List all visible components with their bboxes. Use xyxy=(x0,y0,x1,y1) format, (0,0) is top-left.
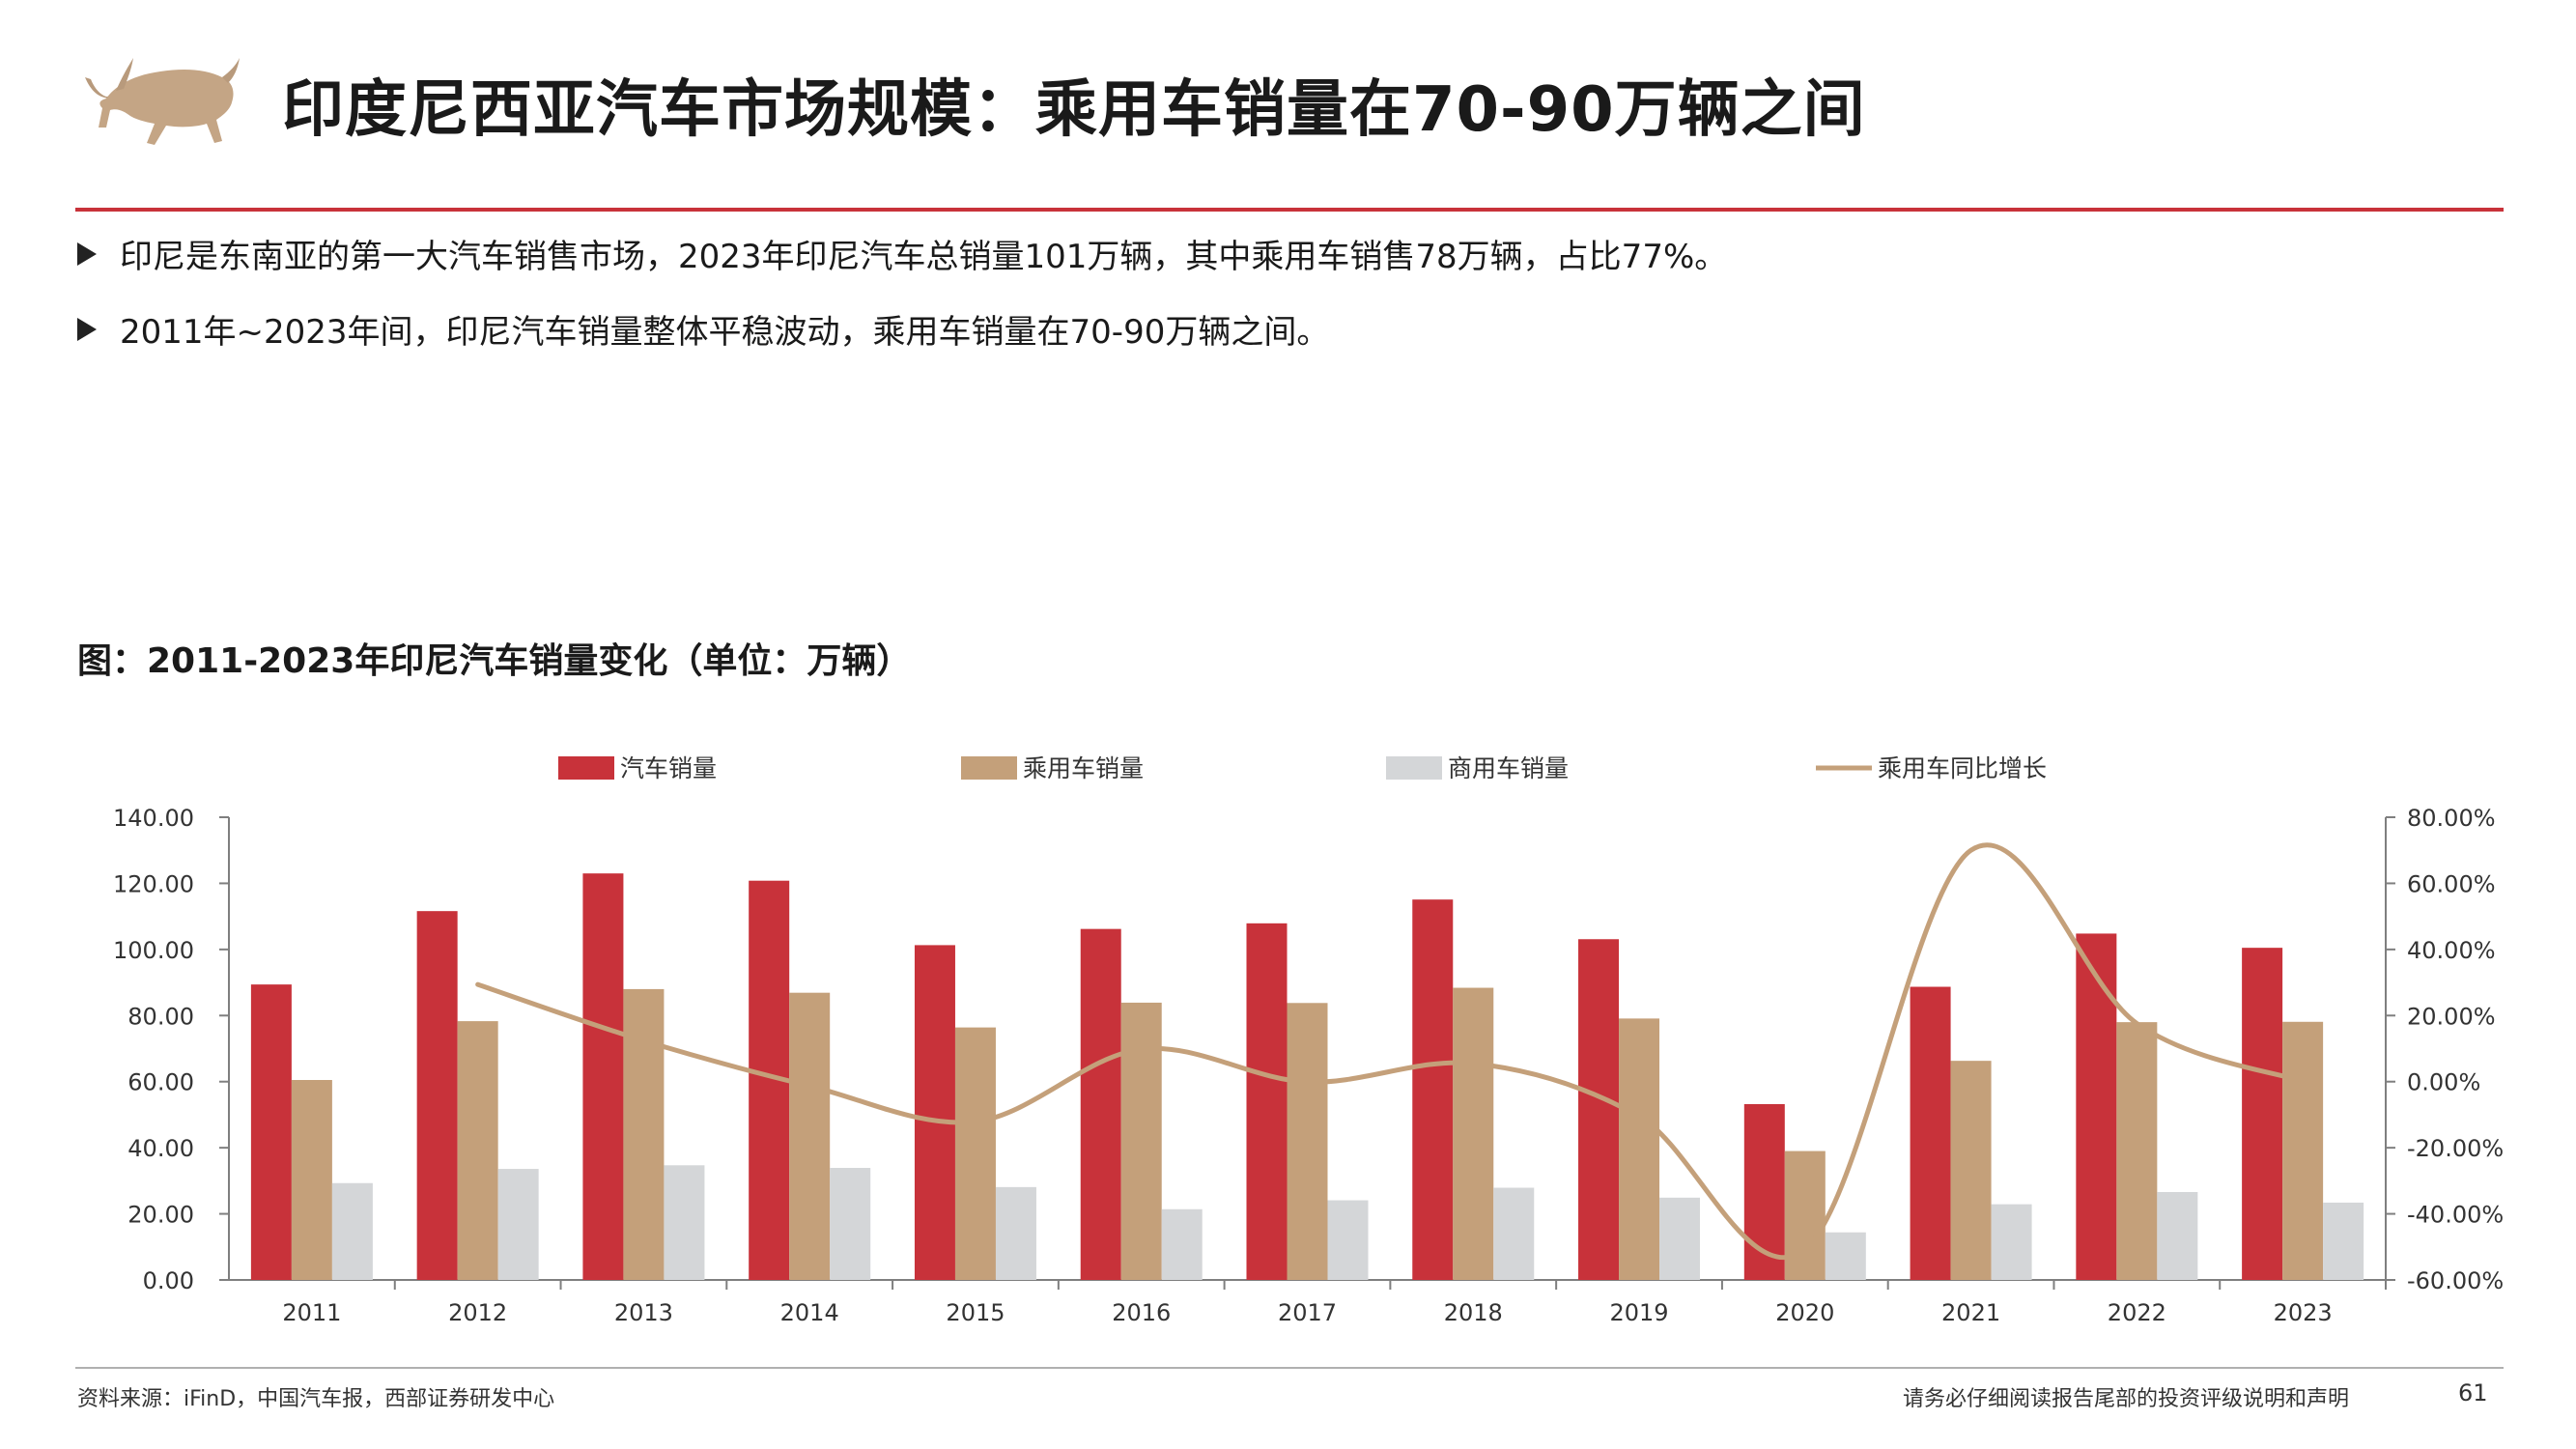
bar-passenger xyxy=(1784,1151,1826,1280)
bar-total xyxy=(1412,899,1454,1280)
bar-passenger xyxy=(1120,1002,1162,1280)
bar-commercial xyxy=(995,1186,1036,1280)
bar-commercial xyxy=(1659,1197,1701,1280)
legend-swatch xyxy=(558,756,614,780)
x-tick-label: 2012 xyxy=(448,1299,507,1326)
bar-total xyxy=(2076,933,2117,1280)
y-right-tick-label: 20.00% xyxy=(2407,1003,2496,1030)
y-right-tick-label: -60.00% xyxy=(2407,1267,2504,1294)
bar-passenger xyxy=(1619,1018,1660,1280)
disclaimer-note: 请务必仔细阅读报告尾部的投资评级说明和声明 xyxy=(1903,1387,2350,1411)
bar-commercial xyxy=(664,1165,705,1280)
bar-passenger xyxy=(457,1021,498,1280)
y-left-tick-label: 20.00 xyxy=(127,1202,194,1229)
bar-commercial xyxy=(1327,1200,1369,1280)
bar-commercial xyxy=(830,1168,871,1280)
bar-commercial xyxy=(331,1182,373,1280)
y-left-tick-label: 100.00 xyxy=(113,937,194,964)
x-tick-label: 2014 xyxy=(780,1299,839,1326)
y-left-tick-label: 40.00 xyxy=(127,1135,194,1162)
bar-commercial xyxy=(1493,1187,1535,1280)
bull-logo-icon xyxy=(85,58,240,145)
x-tick-label: 2018 xyxy=(1444,1299,1503,1326)
footer-divider xyxy=(75,1367,2504,1369)
x-tick-label: 2022 xyxy=(2108,1299,2166,1326)
y-left-tick-label: 60.00 xyxy=(127,1069,194,1096)
figure-title: 图：2011-2023年印尼汽车销量变化（单位：万辆） xyxy=(77,641,912,681)
x-tick-label: 2013 xyxy=(614,1299,673,1326)
bar-total xyxy=(1578,939,1620,1280)
page-title: 印度尼西亚汽车市场规模：乘用车销量在70-90万辆之间 xyxy=(282,74,1866,146)
bar-commercial xyxy=(1161,1208,1203,1280)
bar-passenger xyxy=(1950,1061,1992,1280)
bullet-item-2: 2011年~2023年间，印尼汽车销量整体平稳波动，乘用车销量在70-90万辆之… xyxy=(77,305,1329,353)
bar-commercial xyxy=(2323,1202,2364,1280)
bar-commercial xyxy=(497,1169,539,1280)
page-number: 61 xyxy=(2458,1379,2488,1406)
bar-commercial xyxy=(1991,1204,2032,1280)
x-tick-label: 2020 xyxy=(1775,1299,1834,1326)
bar-total xyxy=(416,911,458,1280)
bar-total xyxy=(1910,986,1951,1280)
x-tick-label: 2023 xyxy=(2274,1299,2333,1326)
y-left-tick-label: 80.00 xyxy=(127,1003,194,1030)
legend-label: 乘用车销量 xyxy=(1023,754,1144,782)
x-tick-label: 2016 xyxy=(1112,1299,1171,1326)
y-left-tick-label: 0.00 xyxy=(143,1267,194,1294)
bar-passenger xyxy=(954,1027,996,1280)
x-tick-label: 2017 xyxy=(1278,1299,1337,1326)
y-right-tick-label: 40.00% xyxy=(2407,937,2496,964)
bar-total xyxy=(914,945,955,1280)
source-note: 资料来源：iFinD，中国汽车报，西部证券研发中心 xyxy=(77,1387,555,1411)
bar-passenger xyxy=(623,988,665,1280)
y-right-tick-label: 80.00% xyxy=(2407,805,2496,832)
bar-total xyxy=(1080,928,1121,1280)
bar-passenger xyxy=(1287,1003,1328,1280)
bar-passenger xyxy=(1453,987,1494,1280)
legend-swatch xyxy=(961,756,1017,780)
y-right-tick-label: 60.00% xyxy=(2407,870,2496,897)
legend-label: 汽车销量 xyxy=(620,754,717,782)
sales-chart: 0.00 20.00 40.00 60.00 80.00 100.00 120.00 140.… xyxy=(113,754,2504,1326)
title-divider xyxy=(75,208,2504,212)
bar-commercial xyxy=(1825,1232,1866,1280)
legend-swatch xyxy=(1386,756,1442,780)
bar-passenger xyxy=(2282,1021,2324,1280)
x-tick-label: 2011 xyxy=(282,1299,341,1326)
bar-total xyxy=(582,873,624,1280)
legend-label: 乘用车同比增长 xyxy=(1878,754,2047,782)
bar-total xyxy=(2242,948,2283,1280)
y-left-tick-label: 120.00 xyxy=(113,870,194,897)
bar-total xyxy=(1246,923,1288,1280)
bar-total xyxy=(250,984,292,1280)
bullet-text: 2011年~2023年间，印尼汽车销量整体平稳波动，乘用车销量在70-90万辆之… xyxy=(120,313,1330,352)
x-tick-label: 2015 xyxy=(946,1299,1005,1326)
y-left-tick-label: 140.00 xyxy=(113,805,194,832)
bar-passenger xyxy=(789,992,831,1280)
x-tick-label: 2021 xyxy=(1941,1299,2000,1326)
y-right-tick-label: -20.00% xyxy=(2407,1135,2504,1162)
bullet-item-1: 印尼是东南亚的第一大汽车销售市场，2023年印尼汽车总销量101万辆，其中乘用车… xyxy=(77,230,1727,277)
bar-passenger xyxy=(291,1080,332,1280)
x-tick-label: 2019 xyxy=(1609,1299,1668,1326)
bullet-arrow-icon xyxy=(77,242,97,266)
bullet-arrow-icon xyxy=(77,317,97,341)
y-right-tick-label: -40.00% xyxy=(2407,1202,2504,1229)
bar-commercial xyxy=(2157,1191,2198,1280)
bar-passenger xyxy=(2116,1022,2158,1280)
y-right-tick-label: 0.00% xyxy=(2407,1069,2480,1096)
line-passenger-growth xyxy=(475,842,2306,1261)
legend-label: 商用车销量 xyxy=(1448,754,1569,782)
bullet-text: 印尼是东南亚的第一大汽车销售市场，2023年印尼汽车总销量101万辆，其中乘用车… xyxy=(120,238,1728,276)
